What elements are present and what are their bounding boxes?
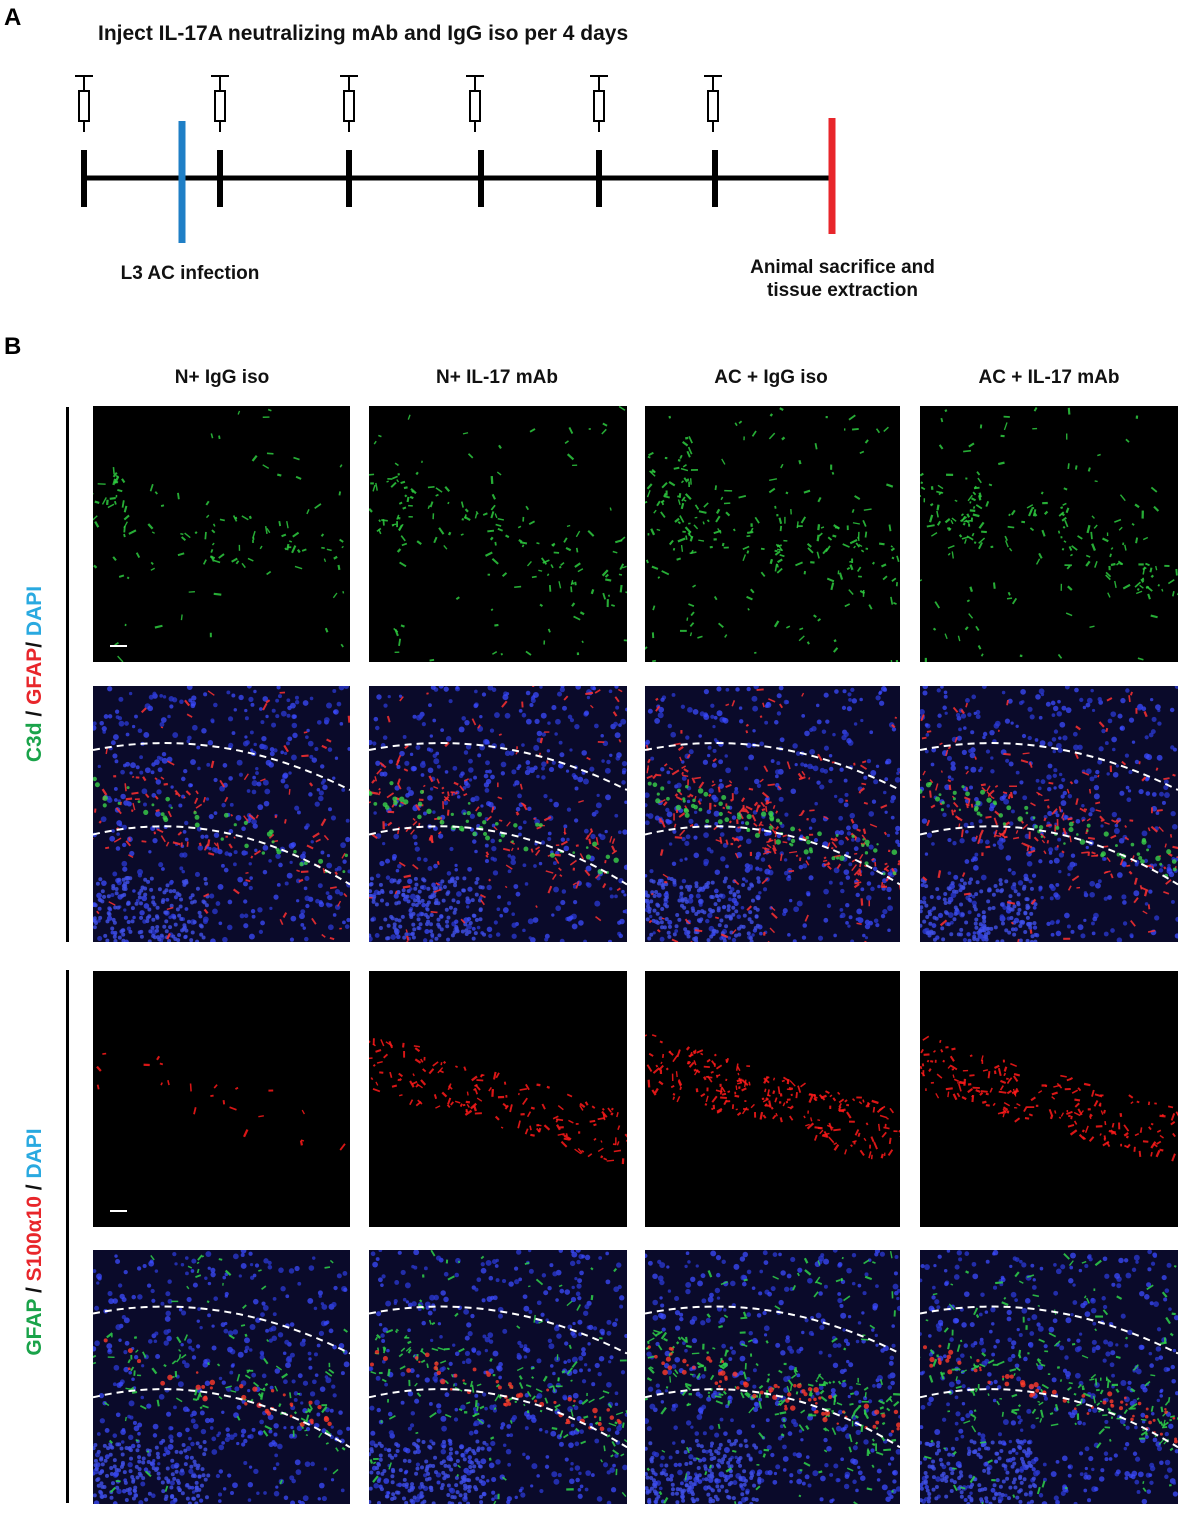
label-part: / [23, 1281, 46, 1299]
micrograph-s100-col2 [369, 971, 627, 1227]
micrograph-c3d-gfap-dapi-col1 [93, 686, 350, 942]
micrograph-c3d-col1 [93, 406, 350, 662]
syringe-icon [704, 75, 722, 132]
label-part: GFAP [23, 647, 46, 705]
label-part: / [23, 1178, 46, 1197]
label-part: GFAP [23, 1298, 46, 1356]
micrograph-s100-col1 [93, 971, 350, 1227]
micrograph-gfap-s100-dapi-col3 [645, 1250, 900, 1504]
injection-timeline [75, 75, 836, 243]
micrograph-gfap-s100-dapi-col4 [920, 1250, 1178, 1504]
micrograph-c3d-gfap-dapi-col4 [920, 686, 1178, 942]
label-part: C3d [23, 722, 46, 763]
micrograph-c3d-col2 [369, 406, 627, 662]
syringe-icon [340, 75, 358, 132]
syringe-icon [590, 75, 608, 132]
infection-label: L3 AC infection [120, 263, 260, 284]
syringe-icon [466, 75, 484, 132]
micrograph-c3d-col4 [920, 406, 1178, 662]
sacrifice-label-line2: tissue extraction [767, 280, 918, 301]
panel-b-letter: B [4, 333, 22, 360]
column-header-3: AC + IgG iso [714, 367, 828, 388]
micrograph-c3d-gfap-dapi-col3 [645, 686, 900, 942]
column-header-2: N+ IL-17 mAb [436, 367, 558, 388]
sacrifice-label-line1: Animal sacrifice and [750, 257, 935, 278]
micrograph-gfap-s100-dapi-col1 [93, 1250, 350, 1504]
syringe-icon [211, 75, 229, 132]
label-part: S100α10 [23, 1196, 46, 1282]
micrograph-s100-col4 [920, 971, 1178, 1227]
label-part: DAPI [23, 585, 46, 637]
row-group-1-label: C3d / GFAP/ DAPI [23, 564, 47, 784]
row-group-2-label: GFAP / S100α10 / DAPI [23, 1112, 47, 1372]
label-part: / [23, 636, 46, 648]
micrograph-c3d-gfap-dapi-col2 [369, 686, 627, 942]
column-header-1: N+ IgG iso [174, 367, 270, 388]
micrograph-s100-col3 [645, 971, 900, 1227]
row-group-1-bracket [66, 407, 69, 942]
label-part: DAPI [23, 1128, 46, 1179]
micrograph-c3d-col3 [645, 406, 900, 662]
row-group-2-bracket [66, 970, 69, 1503]
syringe-icon [75, 75, 93, 132]
column-header-4: AC + IL-17 mAb [978, 367, 1120, 388]
panel-a-letter: A [4, 4, 22, 31]
sacrifice-label: Animal sacrifice and tissue extraction [720, 256, 965, 302]
micrograph-gfap-s100-dapi-col2 [369, 1250, 627, 1504]
label-part: / [23, 704, 46, 723]
panel-a-title: Inject IL-17A neutralizing mAb and IgG i… [98, 22, 629, 45]
